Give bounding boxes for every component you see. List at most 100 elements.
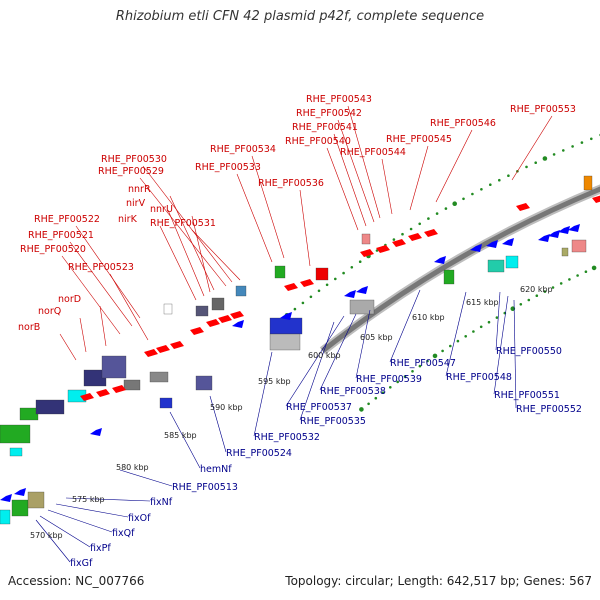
- reverse-gene-label: RHE_PF00548: [446, 372, 512, 383]
- forward-gene-arrow: [424, 229, 438, 237]
- forward-gene-arrow: [230, 311, 244, 319]
- minor-tick-dot: [535, 294, 539, 298]
- reverse-gene-arrow: [558, 226, 570, 234]
- forward-gene-arrow: [408, 233, 422, 241]
- gene-box: [571, 239, 587, 253]
- gene-box: [35, 399, 65, 415]
- minor-tick-dot: [551, 286, 555, 289]
- forward-gene-label: RHE_PF00536: [258, 178, 324, 189]
- reverse-gene-label: RHE_PF00532: [254, 432, 320, 443]
- leader-line: [65, 497, 151, 502]
- forward-gene-label: nirV: [126, 198, 146, 209]
- reverse-gene-label: RHE_PF00550: [496, 346, 562, 357]
- minor-tick-dot: [456, 339, 460, 343]
- reverse-gene-arrow: [470, 244, 482, 252]
- minor-tick-dot: [367, 402, 370, 406]
- leader-line: [75, 225, 141, 319]
- minor-tick-dot: [568, 278, 571, 281]
- minor-tick-dot: [444, 207, 448, 210]
- gene-box: [269, 333, 301, 351]
- minor-tick-dot: [580, 141, 584, 144]
- leader-line: [355, 309, 371, 379]
- forward-gene-label: RHE_PF00542: [296, 108, 362, 119]
- gene-box: [149, 371, 169, 383]
- major-tick-dot: [591, 265, 597, 271]
- forward-gene-arrow: [170, 341, 184, 349]
- minor-tick-dot: [534, 161, 537, 164]
- forward-gene-arrow: [592, 195, 600, 203]
- reverse-gene-arrow: [568, 224, 580, 232]
- minor-tick-dot: [464, 335, 468, 338]
- minor-tick-dot: [576, 274, 579, 277]
- minor-tick-dot: [489, 183, 492, 186]
- gene-box: [315, 267, 329, 281]
- minor-tick-dot: [498, 178, 501, 182]
- kbp-tick-label: 575 kbp: [72, 495, 105, 504]
- minor-tick-dot: [409, 227, 413, 231]
- reverse-gene-label: hemNf: [200, 464, 232, 475]
- minor-tick-dot: [441, 349, 444, 353]
- leader-line: [209, 395, 227, 453]
- leader-line: [285, 315, 345, 407]
- major-tick-dot: [432, 353, 438, 359]
- kbp-tick-labels: 570 kbp 575 kbp 580 kbp 585 kbp 590 kbp 595 k…: [30, 285, 553, 540]
- leader-line: [445, 291, 467, 377]
- gene-box: [9, 447, 23, 457]
- leader-line: [191, 215, 211, 293]
- reverse-gene-arrow: [538, 234, 550, 242]
- leader-line: [119, 469, 173, 487]
- forward-gene-label: norQ: [38, 306, 61, 317]
- forward-gene-label: RHE_PF00521: [28, 230, 94, 241]
- leader-line: [495, 291, 501, 351]
- minor-tick-dot: [317, 289, 321, 293]
- leader-line: [493, 295, 509, 395]
- forward-gene-arrow: [80, 393, 94, 401]
- kbp-tick-label: 605 kbp: [360, 333, 393, 342]
- gene-box: [583, 175, 593, 191]
- forward-gene-label: RHE_PF00533: [195, 162, 261, 173]
- minor-tick-dot: [507, 174, 510, 177]
- leader-line: [109, 273, 149, 341]
- gene-box: [505, 255, 519, 269]
- minor-tick-dot: [552, 153, 556, 156]
- reverse-gene-label: RHE_PF00538: [320, 386, 386, 397]
- minor-tick-dot: [584, 270, 588, 274]
- gene-features: [0, 175, 600, 525]
- gene-box: [101, 355, 127, 379]
- minor-tick-dot: [472, 330, 475, 333]
- reverse-gene-label: fixPf: [90, 543, 111, 554]
- kbp-tick-label: 595 kbp: [258, 377, 291, 386]
- map-title: Rhizobium etli CFN 42 plasmid p42f, comp…: [115, 9, 485, 24]
- reverse-gene-arrow: [232, 320, 244, 328]
- forward-gene-label: nnrR: [128, 184, 151, 195]
- gene-box: [487, 259, 505, 273]
- minor-tick-dot: [519, 303, 523, 306]
- forward-gene-arrow: [218, 315, 232, 323]
- gene-box: [0, 509, 11, 525]
- accession-text: Accession: NC_007766: [8, 574, 145, 588]
- major-tick-dot: [452, 201, 458, 206]
- minor-tick-dot: [435, 212, 439, 215]
- reverse-gene-label: fixOf: [128, 513, 151, 524]
- major-tick-dot: [542, 156, 548, 161]
- forward-gene-arrow: [96, 389, 110, 397]
- forward-gene-arrow: [360, 249, 374, 257]
- minor-tick-dot: [418, 364, 422, 368]
- forward-gene-arrow: [144, 349, 158, 357]
- forward-gene-label: nnrU: [150, 204, 173, 215]
- forward-gene-label: RHE_PF00530: [101, 154, 167, 165]
- forward-gene-arrow: [206, 319, 220, 327]
- gene-box: [195, 305, 209, 317]
- reverse-gene-arrow: [486, 240, 498, 248]
- gene-box: [19, 407, 39, 421]
- minor-tick-dot: [495, 316, 499, 319]
- reverse-gene-arrow: [356, 286, 368, 294]
- reverse-gene-label: RHE_PF00537: [286, 402, 352, 413]
- reverse-gene-arrow: [90, 428, 102, 436]
- leader-line: [299, 189, 311, 267]
- kbp-tick-label: 570 kbp: [30, 531, 63, 540]
- topology-text: Topology: circular; Length: 642,517 bp; …: [285, 574, 592, 588]
- reverse-gene-arrow: [502, 238, 514, 246]
- forward-gene-label: RHE_PF00523: [68, 262, 134, 273]
